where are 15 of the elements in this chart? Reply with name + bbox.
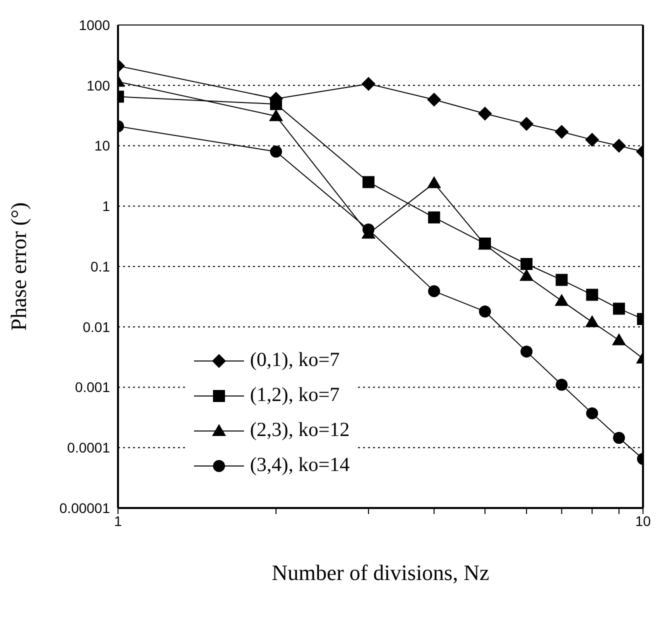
y-tick-label: 0.0001 <box>67 440 110 456</box>
y-tick-label: 0.001 <box>74 379 110 396</box>
y-tick-label: 10 <box>94 138 110 154</box>
y-tick-label: 1 <box>102 198 110 214</box>
legend-label: (0,1), ko=7 <box>250 349 340 372</box>
y-tick-label: 0.00001 <box>59 500 110 516</box>
y-axis-title: Phase error (°) <box>6 202 31 331</box>
legend-label: (3,4), ko=14 <box>250 454 350 477</box>
y-tick-label: 0.1 <box>90 258 110 274</box>
x-axis-title: Number of divisions, Nz <box>272 560 490 585</box>
legend-label: (2,3), ko=12 <box>250 419 350 442</box>
y-tick-label: 100 <box>86 77 110 94</box>
legend-label: (1,2), ko=7 <box>250 384 340 407</box>
y-tick-label: 1000 <box>78 16 110 33</box>
y-tick-label: 0.01 <box>82 318 110 335</box>
